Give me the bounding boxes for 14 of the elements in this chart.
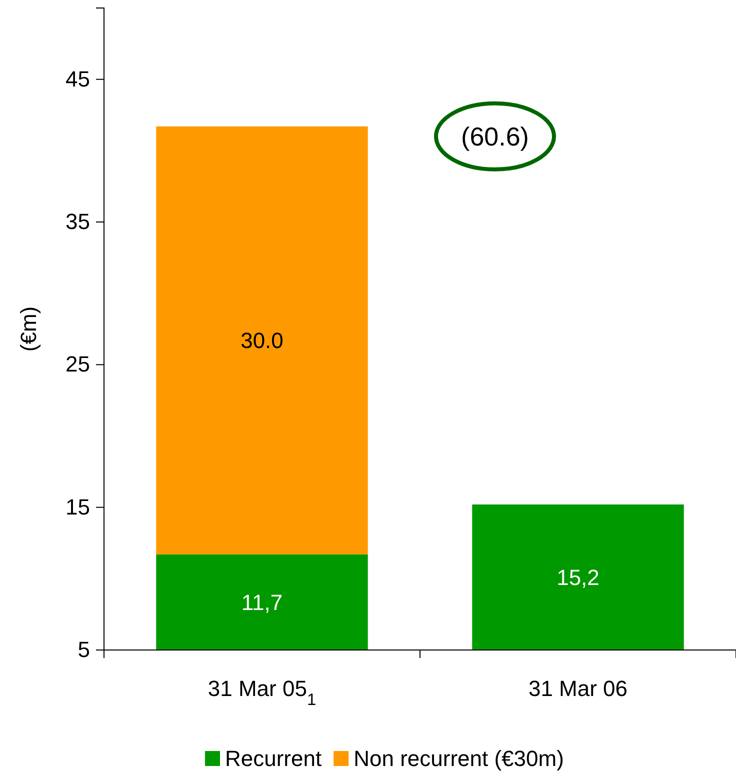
y-tick-label: 25 <box>66 352 90 377</box>
data-label: 11,7 <box>241 590 283 615</box>
y-axis-title: (€m) <box>16 306 41 352</box>
data-label: 15,2 <box>556 564 600 590</box>
data-label: 30.0 <box>240 328 284 354</box>
annotation: (60.6) <box>461 122 529 152</box>
x-tick-label: 31 Mar 06 <box>528 676 628 701</box>
x-tick-label: 31 Mar 05$_{1}$ <box>208 676 316 709</box>
y-tick-label: 35 <box>66 209 90 234</box>
y-tick-label: 5 <box>78 637 90 662</box>
y-tick-label: 45 <box>66 66 90 92</box>
legend-label: Non recurrent (€30m) <box>354 746 564 771</box>
legend-label: Recurrent <box>225 746 322 771</box>
y-tick-label: 15 <box>66 494 90 520</box>
